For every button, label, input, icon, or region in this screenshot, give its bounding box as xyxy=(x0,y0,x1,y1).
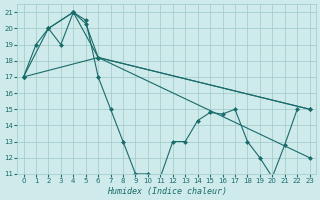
X-axis label: Humidex (Indice chaleur): Humidex (Indice chaleur) xyxy=(107,187,227,196)
